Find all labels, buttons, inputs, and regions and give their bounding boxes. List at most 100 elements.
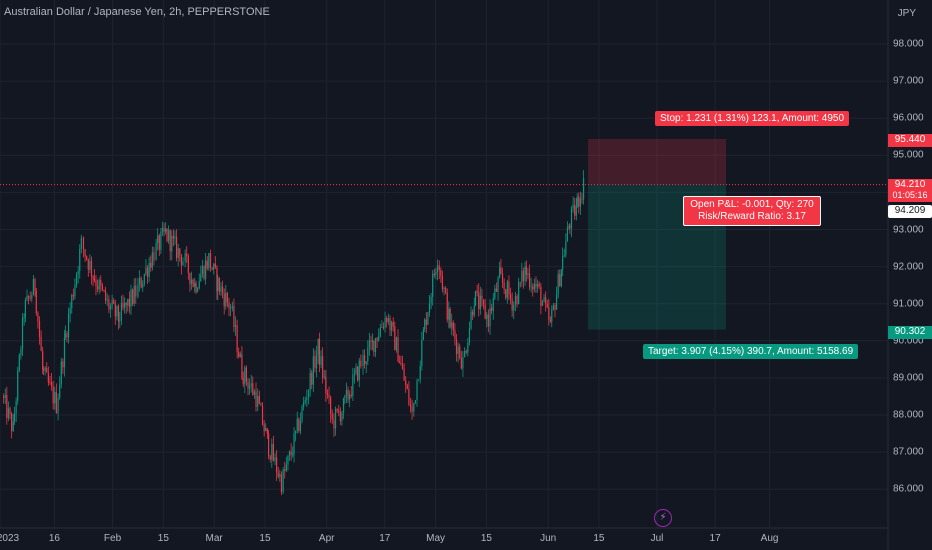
candle-body <box>268 433 270 457</box>
candle-body <box>42 369 45 371</box>
open-pnl-box[interactable]: Open P&L: -0.001, Qty: 270 Risk/Reward R… <box>683 196 821 226</box>
candle-body <box>179 248 181 256</box>
candle-body <box>540 286 542 307</box>
candle-body <box>75 274 78 285</box>
candle-body <box>460 357 462 369</box>
candle-body <box>217 278 219 292</box>
candle-body <box>499 267 501 278</box>
x-tick-label: Mar <box>205 533 223 544</box>
candle-body <box>465 351 467 353</box>
candle-body <box>418 379 420 381</box>
candle-body <box>511 298 513 311</box>
x-tick-label: 16 <box>48 533 60 544</box>
candle-body <box>104 291 107 301</box>
y-tick-label: 97.000 <box>893 75 924 87</box>
candle-body <box>560 269 562 287</box>
candle-body <box>113 300 115 304</box>
candle-body <box>328 394 330 398</box>
candle-body <box>572 204 574 209</box>
x-tick-label: Feb <box>103 533 122 544</box>
candle-body <box>46 367 48 373</box>
candle-body <box>579 198 581 207</box>
candle-body <box>545 297 547 304</box>
candle-body <box>98 280 100 290</box>
candle-body <box>304 400 306 403</box>
candle-body <box>15 400 17 414</box>
candle-body <box>368 340 370 348</box>
candle-body <box>298 418 300 432</box>
candle-body <box>497 277 499 292</box>
candle-body <box>133 285 135 304</box>
candle-body <box>487 314 489 327</box>
candle-body <box>189 272 191 284</box>
candle-body <box>462 357 464 369</box>
candle-body <box>200 273 202 282</box>
candle-body <box>90 260 93 277</box>
candle-body <box>241 353 243 379</box>
candle-body <box>314 356 316 369</box>
candle-body <box>77 271 79 275</box>
stop-label[interactable]: Stop: 1.231 (1.31%) 123.1, Amount: 4950 <box>655 111 850 126</box>
candle-body <box>274 457 276 461</box>
candle-body <box>546 303 548 308</box>
candle-body <box>18 354 20 371</box>
candle-body <box>433 273 435 276</box>
candle-body <box>495 288 498 292</box>
candle-body <box>208 253 210 269</box>
candle-body <box>6 394 8 419</box>
candle-body <box>341 412 343 421</box>
candle-body <box>163 228 165 232</box>
candles <box>3 170 585 496</box>
candle-body <box>71 294 73 309</box>
candle-body <box>441 275 444 290</box>
candle-body <box>171 235 173 252</box>
candle-body <box>532 286 534 290</box>
candle-body <box>551 309 553 322</box>
candle-body <box>538 283 540 287</box>
candle-body <box>4 394 6 398</box>
candle-body <box>408 388 410 405</box>
candle-body <box>130 289 132 307</box>
candle-body <box>284 469 286 471</box>
candle-body <box>101 285 103 290</box>
candle-body <box>95 280 97 287</box>
candle-body <box>80 237 82 249</box>
candle-body <box>364 355 366 365</box>
candle-body <box>378 336 380 341</box>
lightning-icon[interactable]: ⚡ <box>654 509 672 527</box>
candle-body <box>355 366 357 374</box>
target-label[interactable]: Target: 3.907 (4.15%) 390.7, Amount: 515… <box>643 344 859 359</box>
candle-body <box>535 283 537 288</box>
candle-body <box>307 390 310 399</box>
x-tick-label: 15 <box>259 533 271 544</box>
candle-body <box>265 428 267 432</box>
candle-body <box>543 297 545 302</box>
candle-body <box>72 294 74 297</box>
candle-body <box>135 285 137 297</box>
position-zones <box>588 138 726 330</box>
candle-body <box>37 313 39 322</box>
candle-body <box>360 360 362 367</box>
candle-body <box>574 204 576 216</box>
x-tick-label: Aug <box>760 533 779 544</box>
candle-body <box>86 256 88 260</box>
candle-body <box>57 397 59 414</box>
candle-body <box>21 317 24 350</box>
candle-body <box>530 286 532 288</box>
candle-body <box>282 469 284 493</box>
candle-body <box>562 256 564 270</box>
candle-body <box>153 252 155 261</box>
candle-body <box>478 292 480 310</box>
candle-body <box>89 260 91 270</box>
candle-body <box>524 266 526 281</box>
candle-body <box>67 313 70 338</box>
candle-body <box>230 307 232 309</box>
stop-zone[interactable] <box>588 138 726 185</box>
candle-body <box>552 305 554 310</box>
candle-body <box>301 406 303 421</box>
candle-body <box>174 236 176 239</box>
y-tick-label: 98.000 <box>893 38 924 50</box>
candle-body <box>554 305 556 310</box>
candle-body <box>114 303 116 317</box>
